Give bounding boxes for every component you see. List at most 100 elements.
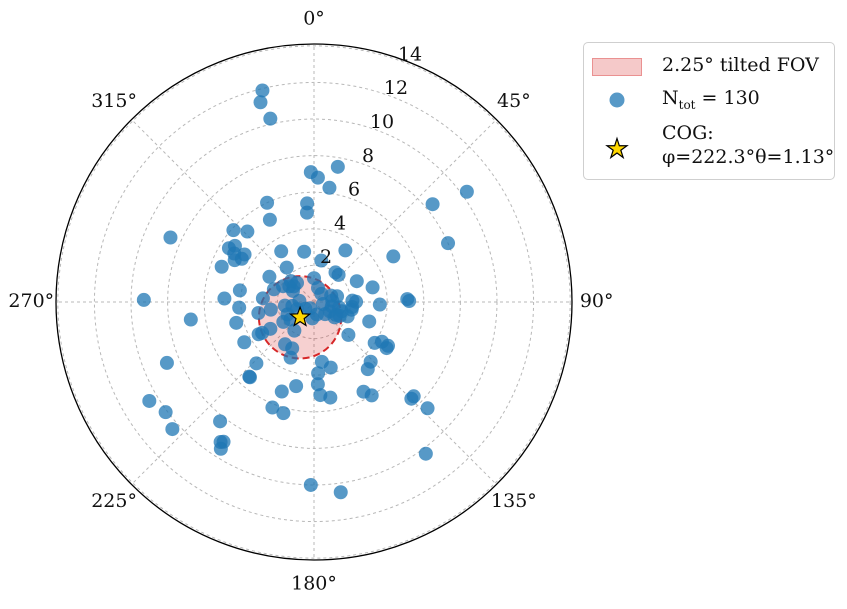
legend-points-marker [592, 86, 642, 110]
cog-star-marker [288, 305, 312, 327]
data-point [338, 243, 353, 258]
data-point [274, 244, 289, 259]
data-point [441, 236, 456, 251]
data-point [331, 267, 346, 282]
data-point [237, 335, 252, 350]
data-point [265, 400, 280, 415]
radial-tick-label: 8 [362, 145, 374, 167]
data-point [213, 414, 228, 429]
data-point [232, 283, 247, 298]
data-point [297, 244, 312, 259]
data-point [262, 269, 277, 284]
data-point [341, 327, 356, 342]
data-point [276, 406, 291, 421]
data-point [217, 291, 232, 306]
data-point [299, 205, 314, 220]
data-point [263, 302, 278, 317]
data-point [263, 111, 278, 126]
data-point [425, 197, 440, 212]
data-point [278, 337, 293, 352]
data-point [232, 300, 247, 315]
data-point [226, 223, 241, 238]
data-point [227, 238, 242, 253]
data-point [329, 307, 344, 322]
data-point [279, 260, 294, 275]
data-point [362, 314, 377, 329]
angle-tick-label: 270° [8, 290, 54, 312]
data-point [311, 366, 326, 381]
data-point [365, 280, 380, 295]
angle-tick-label: 90° [580, 290, 614, 312]
legend: 2.25° tilted FOV Ntot = 130 COG: φ=222.3°… [583, 42, 835, 180]
data-point [310, 377, 325, 392]
data-point [364, 388, 379, 403]
angular-gridline [313, 301, 497, 485]
data-point [323, 360, 338, 375]
data-point [303, 477, 318, 492]
data-point [325, 293, 340, 308]
angle-tick-label: 315° [91, 90, 137, 112]
angle-tick-label: 180° [291, 573, 337, 595]
angular-gridline [131, 119, 315, 303]
data-point [251, 306, 266, 321]
legend-cog-star [592, 121, 642, 160]
radial-gridline [57, 45, 571, 559]
legend-fov-swatch [592, 53, 642, 77]
data-point [287, 323, 302, 338]
data-point [314, 253, 329, 268]
data-point [406, 389, 421, 404]
data-point [237, 247, 252, 262]
data-point [240, 224, 255, 239]
legend-cog-label: COG: φ=222.3°θ=1.13° [662, 122, 835, 168]
data-point [214, 259, 229, 274]
radial-gridline [93, 81, 535, 523]
legend-item-points: Ntot = 130 [584, 86, 760, 117]
legend-item-cog: COG: φ=222.3°θ=1.13° [584, 121, 834, 169]
data-point [255, 83, 270, 98]
data-point [289, 379, 304, 394]
data-point [229, 315, 244, 330]
data-point [283, 274, 298, 289]
data-point [333, 485, 348, 500]
data-point [163, 230, 178, 245]
data-point [253, 95, 268, 110]
radial-tick-label: 10 [370, 111, 394, 133]
legend-fov-label: 2.25° tilted FOV [662, 54, 819, 76]
data-point [136, 292, 151, 307]
data-point [322, 180, 337, 195]
data-point [372, 297, 387, 312]
data-point [367, 335, 382, 350]
legend-item-fov: 2.25° tilted FOV [584, 53, 819, 77]
data-point [379, 341, 394, 356]
data-point [249, 356, 264, 371]
polar-frame [55, 43, 573, 561]
data-point [159, 355, 174, 370]
data-point [386, 249, 401, 264]
data-point [459, 184, 474, 199]
data-point [262, 212, 277, 227]
data-point [420, 401, 435, 416]
data-point [242, 370, 257, 385]
data-point [418, 446, 433, 461]
data-point [360, 362, 375, 377]
radial-tick-label: 14 [398, 43, 422, 65]
data-point [307, 271, 321, 286]
legend-points-label: Ntot = 130 [662, 87, 760, 112]
data-point [310, 170, 325, 185]
data-point [260, 195, 275, 210]
data-point [400, 292, 415, 307]
angle-tick-label: 0° [303, 7, 325, 29]
angular-gridline [131, 301, 315, 485]
data-point [263, 321, 278, 336]
data-point [183, 312, 198, 327]
radial-tick-label: 6 [348, 179, 360, 201]
angle-tick-label: 45° [497, 90, 531, 112]
angle-tick-label: 135° [491, 490, 537, 512]
radial-tick-label: 12 [384, 77, 408, 99]
radial-tick-label: 4 [334, 212, 346, 234]
data-point [255, 291, 270, 306]
data-point [276, 314, 291, 329]
data-point [165, 422, 180, 437]
data-point [274, 384, 289, 399]
